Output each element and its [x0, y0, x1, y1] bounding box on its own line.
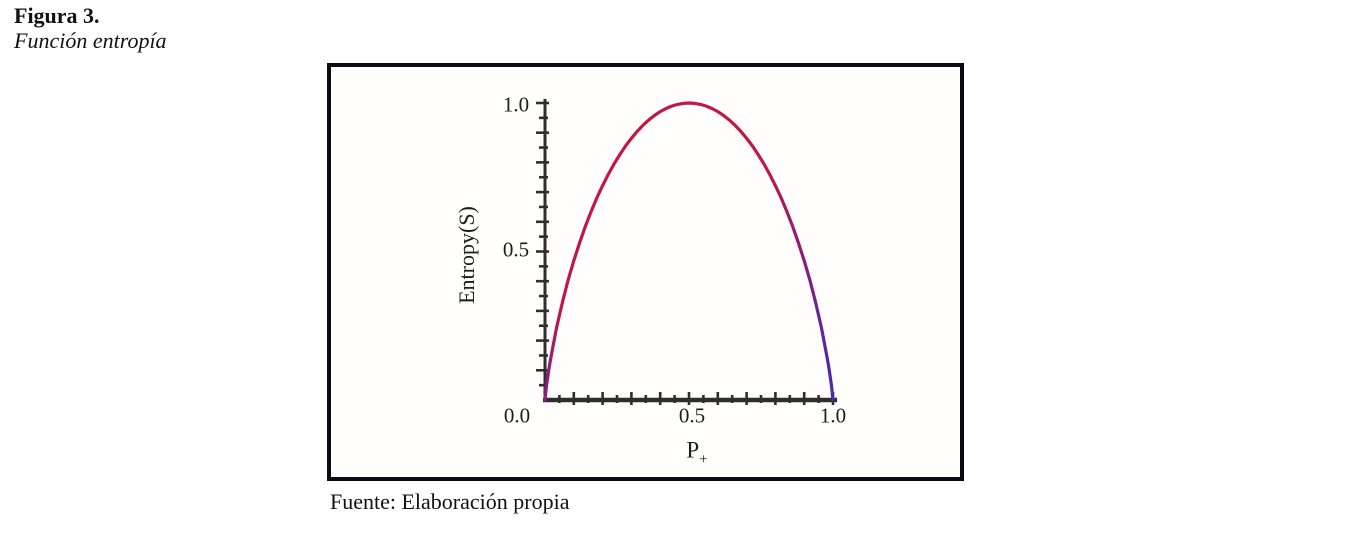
x-tick-label-0-0: 0.0 [503, 403, 531, 428]
entropy-plot [536, 99, 837, 405]
x-tick-label-0-5: 0.5 [678, 403, 706, 428]
figure-title: Función entropía [14, 28, 167, 53]
y-tick-label-1-0: 1.0 [502, 92, 530, 117]
x-axis-title-base: P [686, 437, 700, 463]
figure-label: Figura 3. [14, 3, 100, 28]
x-axis-title: P+ [686, 438, 707, 469]
figure-box: Entropy(S) P+ 1.0 0.5 0.0 0.5 1.0 [327, 63, 964, 481]
y-axis-title: Entropy(S) [454, 206, 479, 304]
y-tick-label-0-5: 0.5 [502, 237, 530, 262]
x-axis-title-sub: + [699, 451, 708, 468]
source-note: Fuente: Elaboración propia [330, 489, 570, 514]
x-tick-label-1-0: 1.0 [819, 403, 847, 428]
